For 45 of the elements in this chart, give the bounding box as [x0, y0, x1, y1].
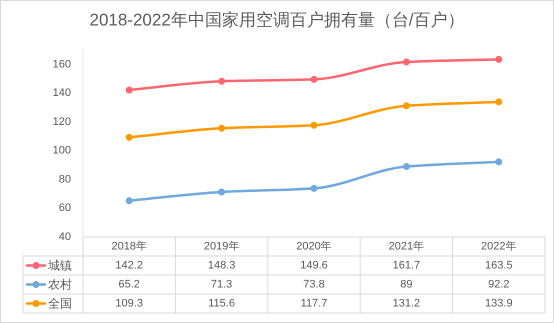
legend-label: 全国 — [48, 296, 72, 310]
point — [218, 124, 226, 132]
point — [495, 98, 502, 106]
data-label: 73.8 — [303, 278, 325, 290]
point — [402, 163, 410, 170]
data-label: 71.3 — [210, 278, 232, 290]
legend-label: 农村 — [48, 278, 72, 292]
x-tick-label: 2021年 — [388, 240, 424, 252]
point — [402, 58, 410, 66]
y-tick-label: 60 — [58, 202, 71, 214]
point — [126, 134, 133, 141]
data-label: 115.6 — [208, 298, 235, 310]
y-tick-label: 100 — [52, 144, 71, 157]
data-label: 65.2 — [118, 278, 140, 290]
data-label: 142.2 — [115, 260, 143, 272]
y-tick-label: 160 — [52, 58, 71, 70]
chart-title: 2018-2022年中国家用空调百户拥有量（台/百户） — [89, 10, 465, 30]
data-label: 89 — [400, 278, 413, 290]
point — [402, 102, 410, 110]
point — [126, 197, 133, 204]
point — [495, 158, 502, 166]
x-tick-label: 2020年 — [296, 240, 332, 252]
legend-label: 城镇 — [47, 258, 72, 272]
data-label: 133.9 — [485, 298, 513, 310]
point — [218, 78, 226, 85]
data-label: 148.3 — [208, 260, 236, 272]
point — [495, 56, 502, 63]
y-tick-label: 120 — [52, 116, 71, 128]
x-tick-label: 2018年 — [111, 240, 147, 252]
y-tick-label: 80 — [58, 173, 71, 186]
y-tick-label: 140 — [52, 87, 71, 100]
data-label: 149.6 — [300, 260, 328, 272]
point — [126, 86, 133, 94]
data-label: 109.3 — [115, 298, 143, 310]
x-tick-label: 2022年 — [481, 240, 517, 252]
data-label: 117.7 — [300, 298, 328, 310]
point — [310, 76, 318, 83]
data-label: 163.5 — [485, 260, 513, 272]
data-label: 161.7 — [392, 260, 420, 272]
data-label: 131.2 — [392, 298, 420, 310]
point — [310, 184, 318, 192]
x-tick-label: 2019年 — [204, 240, 240, 252]
point — [218, 188, 226, 196]
data-label: 92.2 — [488, 278, 510, 290]
point — [310, 122, 318, 129]
